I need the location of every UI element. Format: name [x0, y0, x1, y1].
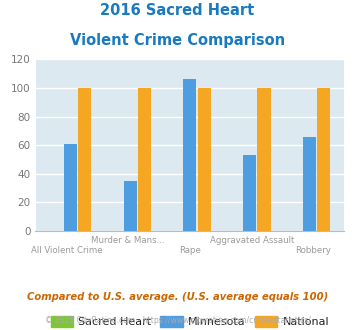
Bar [243, 155, 256, 231]
Bar [317, 88, 330, 231]
Legend: Sacred Heart, Minnesota, National: Sacred Heart, Minnesota, National [46, 312, 334, 330]
Text: Violent Crime Comparison: Violent Crime Comparison [70, 33, 285, 48]
Bar [183, 80, 197, 231]
Text: © 2025 CityRating.com - https://www.cityrating.com/crime-statistics/: © 2025 CityRating.com - https://www.city… [45, 316, 310, 325]
Bar [124, 181, 137, 231]
Text: Rape: Rape [179, 246, 201, 255]
Bar [198, 88, 211, 231]
Bar [78, 88, 91, 231]
Text: Aggravated Assault: Aggravated Assault [209, 236, 294, 245]
Bar [64, 144, 77, 231]
Text: Murder & Mans...: Murder & Mans... [91, 236, 165, 245]
Text: 2016 Sacred Heart: 2016 Sacred Heart [100, 3, 255, 18]
Text: All Violent Crime: All Violent Crime [31, 246, 102, 255]
Bar [303, 137, 316, 231]
Text: Compared to U.S. average. (U.S. average equals 100): Compared to U.S. average. (U.S. average … [27, 292, 328, 302]
Text: Robbery: Robbery [295, 246, 332, 255]
Bar [138, 88, 151, 231]
Bar [257, 88, 271, 231]
